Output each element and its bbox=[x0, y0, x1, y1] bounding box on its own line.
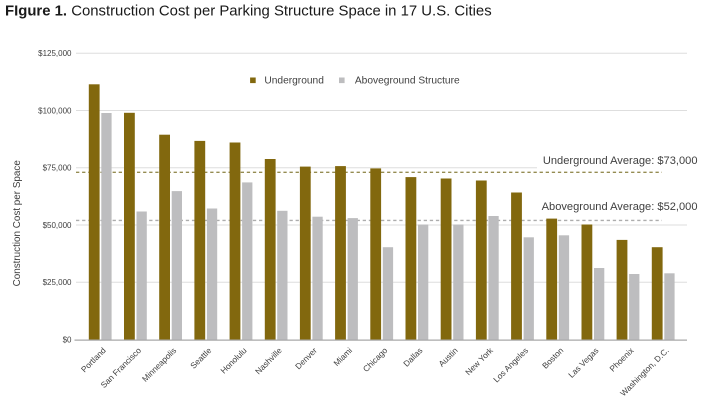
svg-text:FIgure 1. Construction Cost pe: FIgure 1. Construction Cost per Parking … bbox=[5, 4, 492, 20]
svg-text:Underground Average: $73,000: Underground Average: $73,000 bbox=[543, 155, 698, 167]
svg-text:Aboveground Structure: Aboveground Structure bbox=[355, 75, 460, 86]
svg-text:Underground: Underground bbox=[264, 75, 324, 86]
svg-text:$0: $0 bbox=[63, 335, 72, 344]
svg-text:$100,000: $100,000 bbox=[38, 106, 72, 115]
svg-text:$25,000: $25,000 bbox=[43, 278, 72, 287]
svg-text:$50,000: $50,000 bbox=[43, 221, 72, 230]
svg-text:$75,000: $75,000 bbox=[43, 164, 72, 173]
svg-text:Aboveground Average: $52,000: Aboveground Average: $52,000 bbox=[542, 201, 698, 213]
svg-text:Construction Cost per Space: Construction Cost per Space bbox=[12, 160, 23, 287]
svg-text:$125,000: $125,000 bbox=[38, 49, 72, 58]
